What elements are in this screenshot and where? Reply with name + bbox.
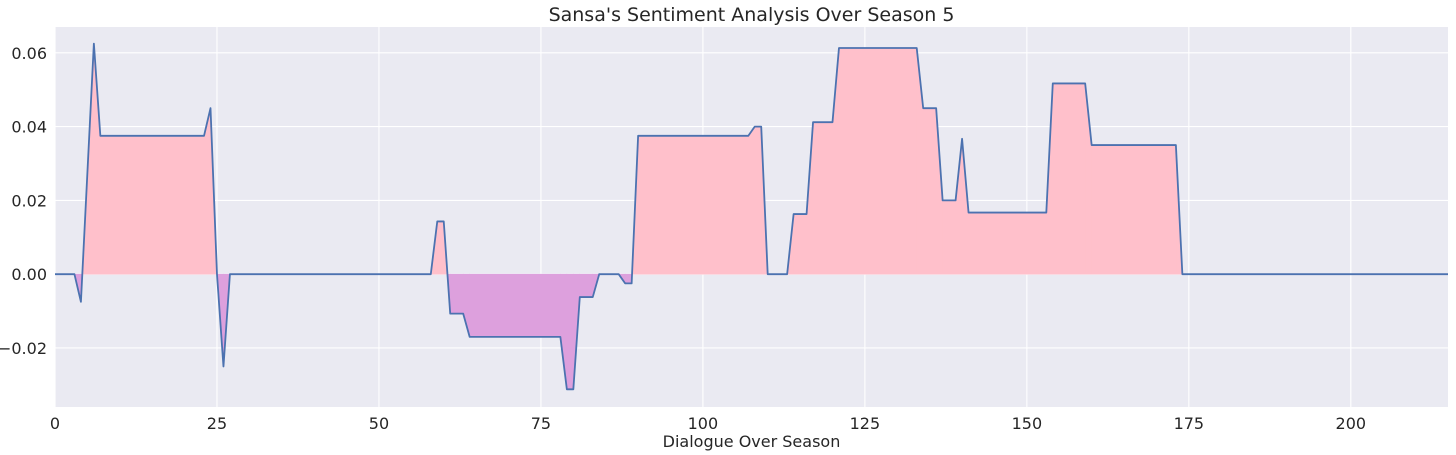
x-tick-label: 50	[369, 414, 389, 433]
positive-fill	[968, 212, 1047, 275]
area-fills	[74, 43, 1183, 390]
negative-fill	[566, 273, 574, 390]
y-tick-labels: −0.02 0.00 0.02 0.04 0.06	[0, 44, 47, 358]
positive-fill	[922, 107, 937, 275]
positive-fill	[838, 47, 918, 275]
positive-fill	[637, 135, 749, 275]
y-tick-label: 0.00	[11, 265, 47, 284]
x-tick-label: 0	[50, 414, 60, 433]
x-tick-label: 25	[207, 414, 227, 433]
negative-fill	[624, 273, 632, 284]
positive-fill	[100, 135, 205, 275]
sentiment-line	[55, 42, 1448, 391]
positive-fill	[436, 221, 445, 275]
positive-fill	[1091, 144, 1177, 275]
negative-fill	[469, 273, 561, 338]
x-tick-label: 175	[1174, 414, 1205, 433]
y-tick-label: 0.04	[11, 118, 47, 137]
positive-fill	[812, 121, 833, 275]
positive-fill	[1052, 83, 1086, 275]
x-tick-label: 200	[1336, 414, 1367, 433]
x-axis-label: Dialogue Over Season	[663, 432, 841, 451]
positive-fill	[747, 125, 756, 275]
negative-fill	[449, 273, 464, 314]
negative-fill	[579, 273, 594, 298]
x-tick-labels: 0 25 50 75 100 125 150 175 200	[50, 414, 1366, 433]
y-tick-label: 0.06	[11, 44, 47, 63]
positive-fill	[793, 213, 807, 275]
x-tick-label: 75	[531, 414, 551, 433]
series-lines	[55, 42, 1448, 391]
positive-fill	[754, 126, 762, 275]
x-tick-label: 150	[1012, 414, 1043, 433]
y-tick-label: −0.02	[0, 339, 47, 358]
x-tick-label: 100	[688, 414, 719, 433]
positive-fill	[942, 200, 956, 275]
chart-title: Sansa's Sentiment Analysis Over Season 5	[549, 4, 955, 26]
y-tick-label: 0.02	[11, 191, 47, 210]
x-tick-label: 125	[850, 414, 881, 433]
